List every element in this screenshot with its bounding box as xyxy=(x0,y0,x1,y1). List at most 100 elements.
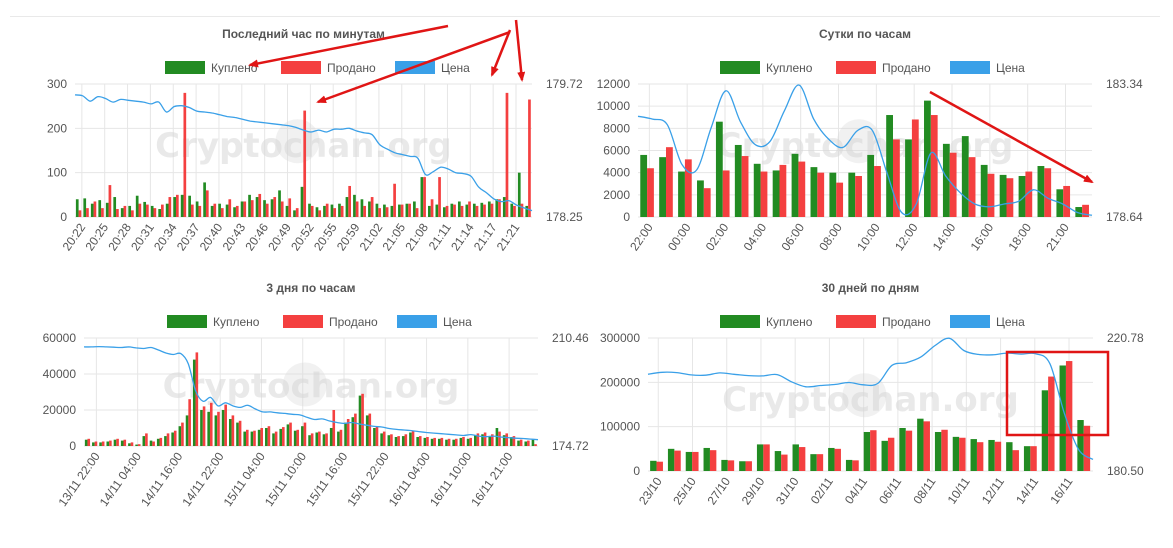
legend-label-price: Цена xyxy=(996,61,1025,75)
bar-sold xyxy=(816,454,824,471)
annotation-arrow xyxy=(490,29,512,77)
bar-sold xyxy=(390,434,393,446)
bar-bought xyxy=(420,177,424,217)
bar-sold xyxy=(460,205,464,217)
annotation-highlight-box xyxy=(1005,350,1110,437)
bar-bought xyxy=(285,205,289,217)
bar-bought xyxy=(899,427,906,471)
x-tick-label: 20:52 xyxy=(288,220,317,253)
bar-bought xyxy=(272,433,275,446)
bar-sold xyxy=(430,199,434,217)
chart-title: 3 дня по часам xyxy=(266,281,355,295)
bar-bought xyxy=(150,205,154,217)
x-tick-label: 20:55 xyxy=(311,220,340,253)
x-tick-label: 15/11 16:00 xyxy=(303,449,351,508)
bar-bought xyxy=(337,431,340,446)
x-tick-label: 16/11 10:00 xyxy=(427,449,475,508)
bar-bought xyxy=(1077,420,1084,471)
x-tick-label: 21:02 xyxy=(357,220,386,253)
bar-bought xyxy=(233,207,236,217)
bar-sold xyxy=(93,201,97,217)
watermark-logo xyxy=(842,373,887,418)
bar-bought xyxy=(240,201,244,217)
bar-sold xyxy=(874,166,881,217)
x-tick-label: 27/10 xyxy=(704,474,733,507)
bar-bought xyxy=(345,197,349,217)
bar-bought xyxy=(450,203,454,217)
legend-label-price: Цена xyxy=(996,315,1025,329)
bar-bought xyxy=(90,203,94,217)
bar-sold xyxy=(760,171,768,217)
bar-sold xyxy=(382,431,386,446)
x-tick-label: 14:00 xyxy=(930,220,959,253)
x-tick-label: 21:05 xyxy=(380,220,409,253)
legend-swatch-sold xyxy=(836,315,876,328)
bar-bought xyxy=(650,460,657,471)
bar-sold xyxy=(400,204,404,217)
bar-sold xyxy=(1025,171,1033,217)
y-tick-label: 10000 xyxy=(597,99,631,113)
bar-bought xyxy=(203,182,206,217)
x-tick-label: 20:28 xyxy=(105,220,134,253)
bar-sold xyxy=(101,208,104,217)
bar-sold xyxy=(1044,168,1052,217)
bar-sold xyxy=(258,193,262,217)
x-tick-label: 00:00 xyxy=(665,220,694,253)
bar-sold xyxy=(674,450,681,471)
bar-sold xyxy=(273,197,277,217)
bar-sold xyxy=(527,440,530,446)
bar-sold xyxy=(528,99,531,217)
bar-sold xyxy=(505,92,509,217)
bar-sold xyxy=(468,201,471,217)
bar-bought xyxy=(881,440,888,471)
x-tick-label: 14/11 xyxy=(1013,474,1041,506)
x-tick-label: 20:59 xyxy=(334,220,363,253)
bar-sold xyxy=(94,441,98,446)
bar-sold xyxy=(798,161,806,217)
bar-bought xyxy=(351,417,355,446)
x-tick-label: 20:31 xyxy=(128,220,157,253)
bar-sold xyxy=(235,205,239,217)
bar-sold xyxy=(905,430,913,471)
bar-sold xyxy=(288,198,292,217)
legend-swatch-bought xyxy=(167,315,207,328)
x-tick-label: 16:00 xyxy=(968,220,997,253)
y-tick-label: 8000 xyxy=(603,121,630,135)
y-tick-label: 40000 xyxy=(43,367,77,381)
y-tick-label: 200000 xyxy=(600,375,640,389)
x-tick-label: 21:08 xyxy=(402,220,431,253)
x-tick-label: 10:00 xyxy=(854,220,883,253)
bar-bought xyxy=(387,435,391,446)
bar-sold xyxy=(220,208,224,217)
bar-sold xyxy=(656,461,663,471)
chart-title: 30 дней по дням xyxy=(822,281,920,295)
y2-tick-label: 174.72 xyxy=(552,439,589,453)
bar-bought xyxy=(300,186,304,217)
watermark-text: Cryptochan.org xyxy=(163,366,460,406)
chart-c1: Последний час по минутам Куплено Продано Це… xyxy=(47,27,583,253)
legend-label-sold: Продано xyxy=(329,315,378,329)
legend-swatch-bought xyxy=(720,315,760,328)
bar-sold xyxy=(116,209,119,217)
bar-sold xyxy=(375,426,379,446)
bar-bought xyxy=(105,202,109,217)
x-tick-label: 20:43 xyxy=(220,220,249,253)
bar-sold xyxy=(418,436,422,446)
bar-sold xyxy=(183,92,187,217)
bar-sold xyxy=(440,437,444,446)
bar-sold xyxy=(447,438,451,446)
bar-bought xyxy=(344,422,347,446)
bar-sold xyxy=(108,185,112,217)
x-tick-label: 13/11 22:00 xyxy=(56,449,104,508)
chart-c4: 30 дней по дням Куплено Продано Цена 300000 2… xyxy=(600,281,1144,507)
x-tick-label: 20:40 xyxy=(197,220,226,253)
bar-bought xyxy=(517,172,521,217)
bar-bought xyxy=(988,439,995,471)
y2-tick-label: 179.72 xyxy=(546,77,583,91)
bar-bought xyxy=(524,441,528,446)
y-tick-label: 4000 xyxy=(603,166,630,180)
watermark-logo xyxy=(837,119,881,164)
annotations xyxy=(248,19,1110,437)
bar-bought xyxy=(330,204,334,217)
bar-sold xyxy=(145,433,148,446)
